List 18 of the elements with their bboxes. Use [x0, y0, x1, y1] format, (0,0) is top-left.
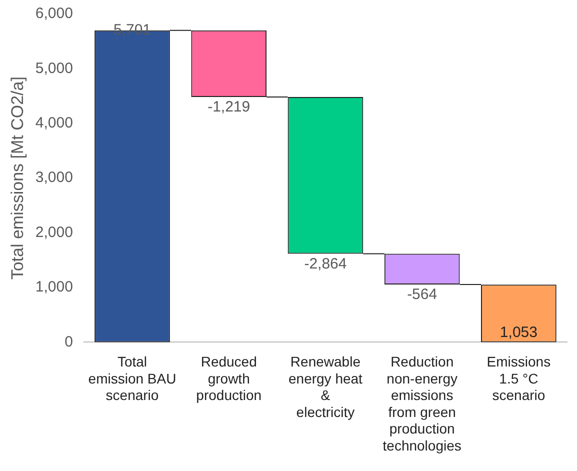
data-label: -2,864 — [304, 255, 347, 272]
data-label: 5,701 — [113, 21, 152, 38]
data-label: -564 — [407, 286, 438, 304]
y-tick-label: 2,000 — [35, 224, 73, 241]
y-tick-label: 4,000 — [35, 114, 73, 132]
y-tick-label: 5,000 — [35, 60, 73, 77]
data-label: -1,219 — [208, 98, 250, 116]
x-tick-label: Emissions 1.5 °C scenario — [486, 353, 551, 404]
x-tick-label: Renewable energy heat & electricity — [288, 353, 363, 420]
y-tick-label: 3,000 — [35, 169, 73, 186]
y-tick-label: 0 — [64, 333, 73, 350]
x-tick-label: Reduction non-energy emissions from green production technologies — [382, 353, 462, 454]
data-label: 1,053 — [500, 324, 538, 341]
x-tick-label: Reduced growth production — [196, 353, 262, 404]
y-tick-label: 1,000 — [35, 278, 73, 296]
y-axis-title: Total emissions [Mt CO2/a] — [8, 76, 27, 280]
y-tick-label: 6,000 — [35, 5, 73, 22]
x-tick-label: Total emission BAU scenario — [88, 353, 176, 404]
